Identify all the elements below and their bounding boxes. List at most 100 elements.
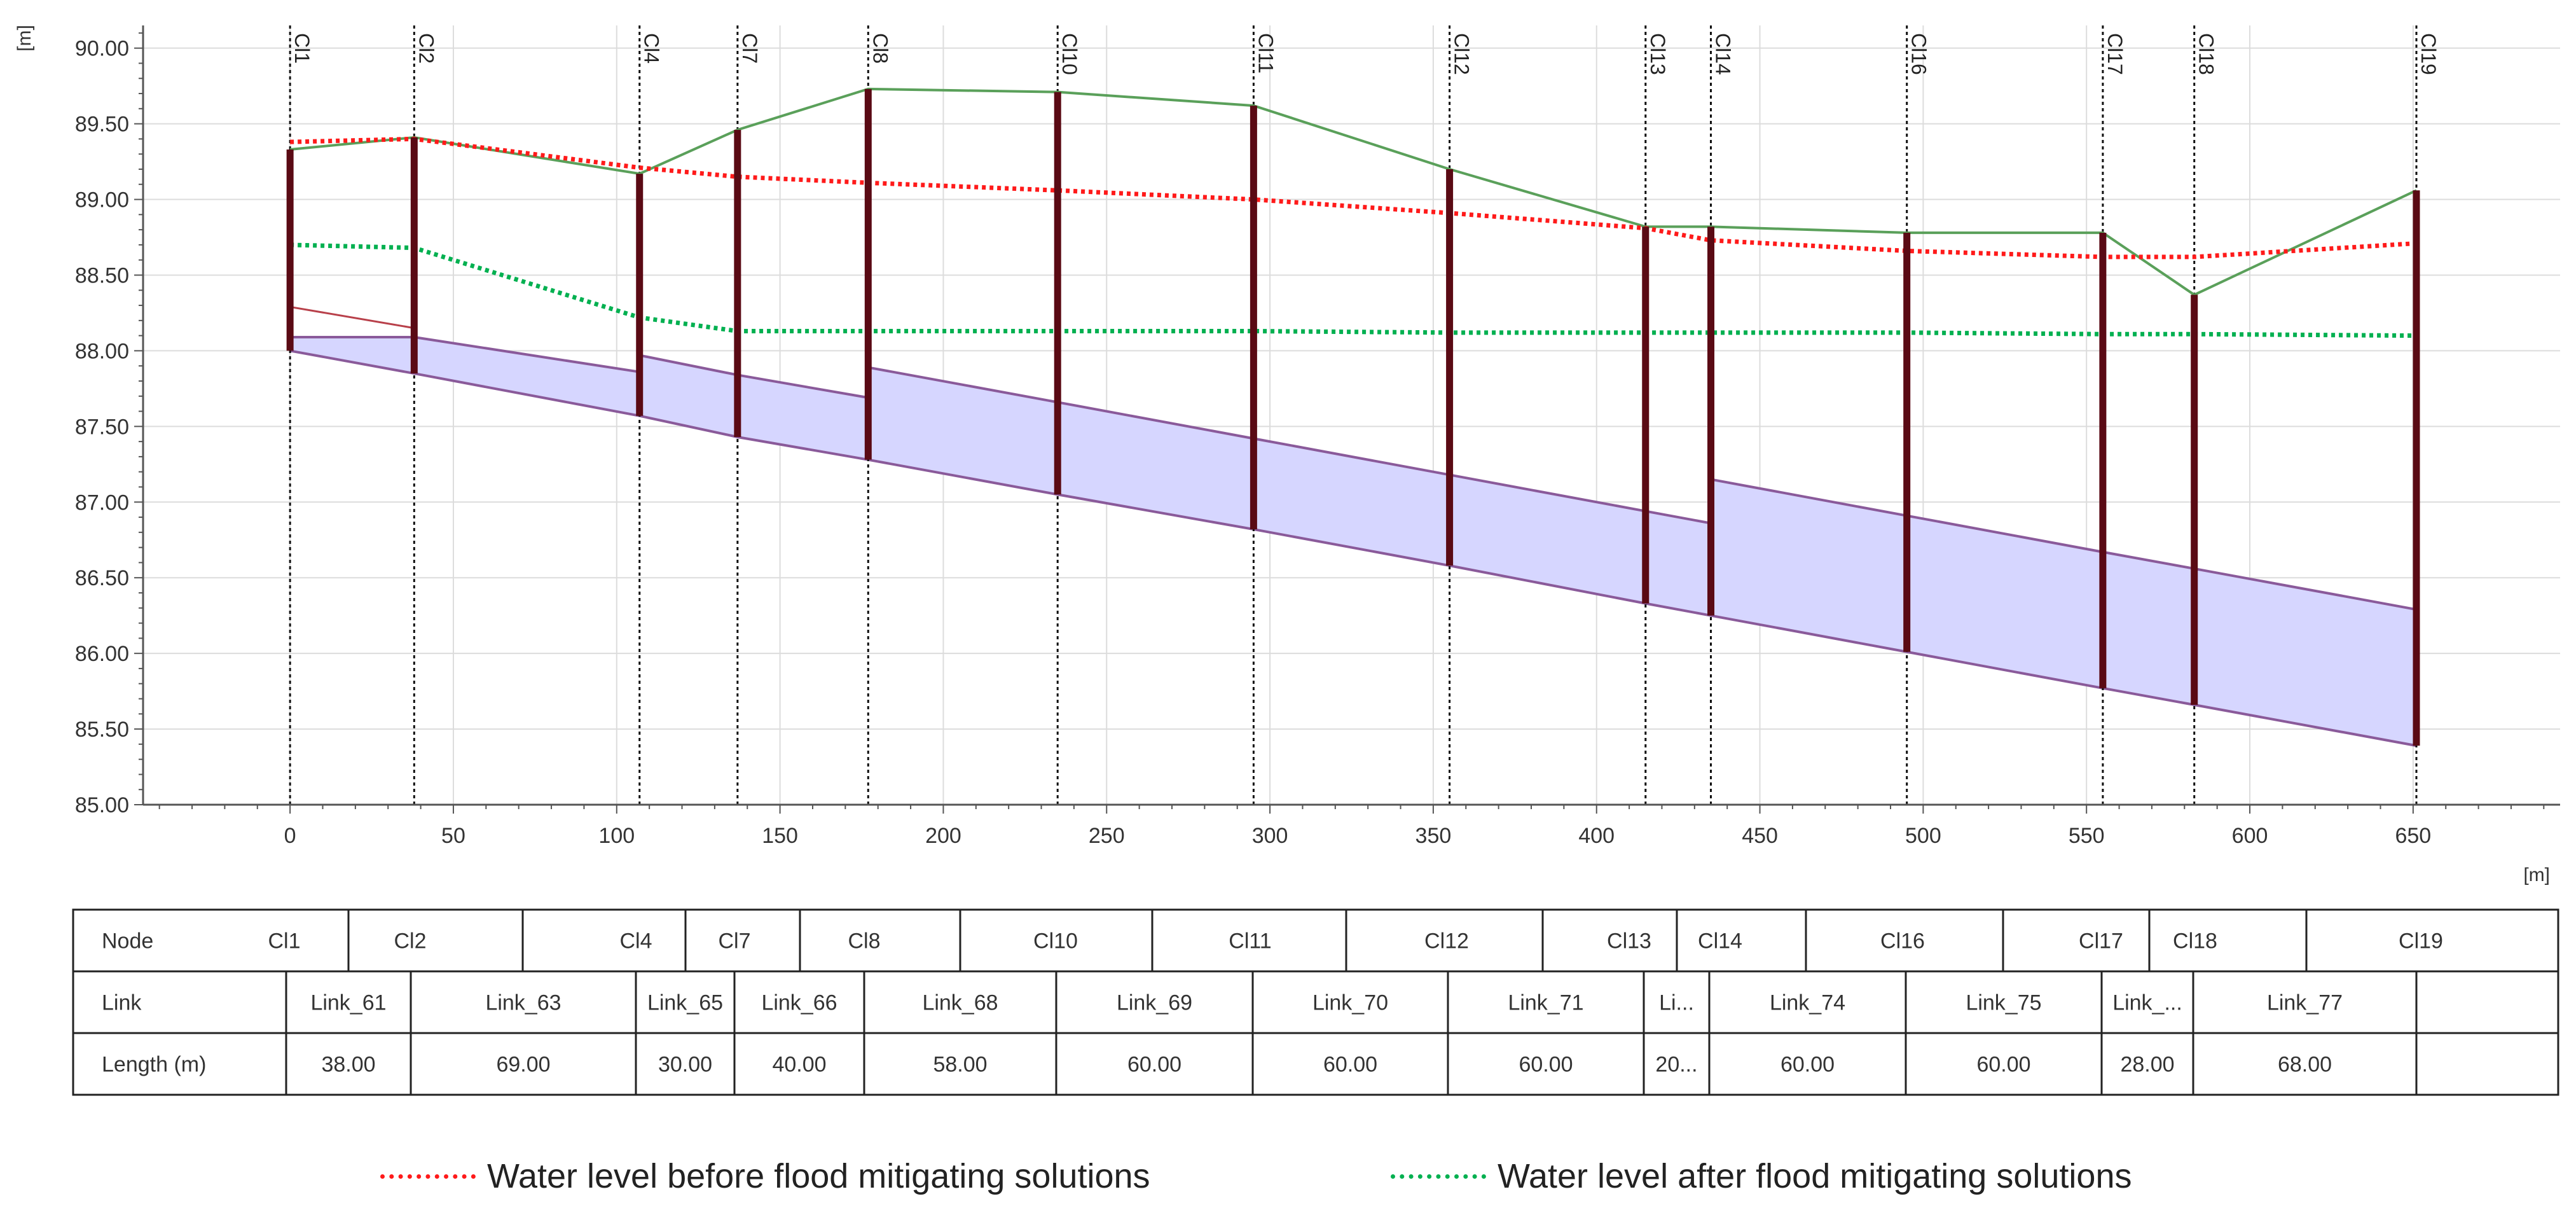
x-tick-label: 650 [2395,824,2431,848]
node-label-cl1: Cl1 [291,33,313,64]
conduit-link-71 [1449,475,1646,604]
node-label-cl8: Cl8 [869,33,892,64]
conduit-link-61 [290,337,415,374]
conduit-link-63 [414,337,640,416]
link-cell: Link_74 [1770,991,1845,1015]
conduit-invert-line [639,414,738,438]
x-tick-label: 100 [598,824,635,848]
water-level-before-line [290,136,2417,260]
x-tick-label: 400 [1578,824,1615,848]
length-cell: 58.00 [933,1053,987,1077]
node-label-cl11: Cl11 [1254,33,1277,73]
node-cell: Cl18 [2173,929,2217,954]
conduit-link-72 [1645,511,1711,616]
table-header-node: Node [102,929,153,954]
conduit-invert-line [1906,650,2104,690]
conduit-link-77 [2194,568,2416,746]
link-cell: Link_65 [647,991,723,1015]
conduit-invert-line [1057,493,1254,531]
node-cell: Cl11 [1229,929,1271,954]
x-tick-label: 0 [284,824,296,848]
y-axis-unit: [m] [14,25,35,52]
conduit-invert-line [289,349,415,375]
table-header-length: Length (m) [102,1053,206,1077]
conduit-crown-line [1253,437,1450,476]
node-label-cl19: Cl19 [2417,33,2440,75]
x-tick-label: 200 [925,824,961,848]
water-level-after-line [290,242,2417,338]
ground-level-line [289,87,2417,296]
length-cell: 38.00 [321,1053,375,1077]
conduit-crown-line [867,366,1058,404]
length-cell: 60.00 [1976,1053,2030,1077]
link-cell: Link_75 [1966,991,2041,1015]
length-cell: 20... [1655,1053,1697,1077]
x-tick-label: 550 [2069,824,2105,848]
link-cell: Link_66 [761,991,837,1015]
conduit-invert-line [1711,614,1908,653]
link-cell: Link_63 [485,991,561,1015]
y-tick-label: 88.50 [75,263,129,288]
link-cell: Link_69 [1117,991,1192,1015]
node-cell: Cl17 [2079,929,2123,954]
length-cell: 60.00 [1519,1053,1573,1077]
legend-item-before: Water level before flood mitigating solu… [380,1156,1150,1196]
conduit-layer [289,305,2417,747]
y-tick-label: 89.50 [75,113,129,137]
link-cell: Link_71 [1508,991,1583,1015]
table-header-link: Link [102,991,142,1015]
profile-table: Node Link Length (m) Cl1 Cl2 Cl4 Cl7 Cl8 Cl10 Cl1… [72,908,2559,1096]
x-tick-label: 600 [2232,824,2268,848]
y-tick-label: 88.00 [75,339,129,363]
node-label-cl12: Cl12 [1450,33,1473,75]
length-cell: 60.00 [1127,1053,1181,1077]
node-label-cl18: Cl18 [2195,33,2218,75]
legend: Water level before flood mitigating solu… [0,1145,2576,1202]
conduit-invert-line [867,458,1058,496]
link-cell: Link_... [2112,991,2182,1015]
conduit-crown-line [414,336,640,373]
conduit-invert-line [2194,704,2417,747]
node-cell: Cl2 [394,929,426,954]
conduit-crown-line [737,373,869,399]
y-tick-label: 87.50 [75,415,129,439]
legend-item-after: Water level after flood mitigating solut… [1391,1156,2132,1196]
x-tick-label: 250 [1089,824,1125,848]
node-label-cl14: Cl14 [1712,33,1735,75]
conduit-invert-line [1645,602,1711,617]
series-layer [289,87,2417,338]
conduit-link-75 [1906,515,2103,688]
link-cell: Link_68 [922,991,998,1015]
grid-lines [143,25,2560,805]
link-cell: Li... [1659,991,1694,1015]
x-tick-label: 150 [762,824,798,848]
legend-swatch-before [380,1174,476,1179]
node-label-cl2: Cl2 [415,33,437,64]
conduit-crown-line [2102,550,2195,570]
conduit-crown-line [1449,473,1646,513]
conduit-link-74 [1711,479,1907,652]
length-cell: 28.00 [2120,1053,2174,1077]
node-cell: Cl16 [1880,929,1925,954]
length-cell: 30.00 [658,1053,712,1077]
length-cell: 40.00 [772,1053,826,1077]
conduit-crown-line [1645,510,1711,525]
node-cell: Cl12 [1424,929,1469,954]
x-tick-label: 350 [1415,824,1452,848]
y-tick-label: 85.50 [75,718,129,742]
node-cell: Cl1 [268,929,300,954]
x-tick-label: 450 [1742,824,1778,848]
conduit-crown-line [1057,401,1254,440]
profile-chart: Cl1 Cl2 Cl4 Cl7 Cl8 Cl10 Cl11 Cl12 Cl13 Cl14 Cl16 C… [14,25,2560,1096]
conduit-invert-line [1449,564,1646,605]
table-frame [72,908,2559,1096]
conduit-crown-line [1711,478,1908,517]
link-cell: Link_61 [310,991,386,1015]
node-label-cl16: Cl16 [1908,33,1931,75]
node-cell: Cl10 [1033,929,1078,954]
y-tick-label: 87.00 [75,490,129,515]
pipe-crown-line [289,305,415,330]
x-tick-label: 500 [1905,824,1941,848]
manhole-layer [286,88,2420,746]
link-cell: Link_77 [2267,991,2343,1015]
